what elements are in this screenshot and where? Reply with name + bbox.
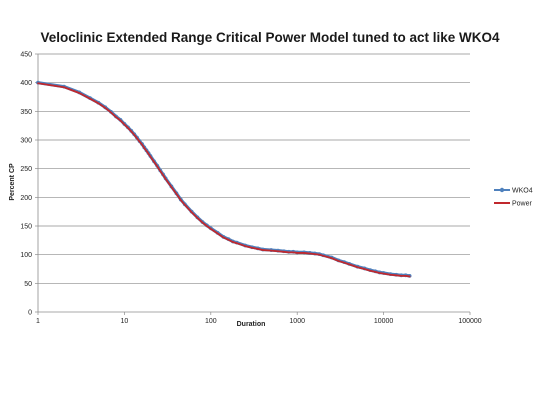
y-tick-label: 250 [20, 166, 32, 173]
series-line-power [37, 82, 411, 278]
y-tick-label: 400 [20, 80, 32, 87]
y-tick-label: 50 [24, 281, 32, 288]
y-tick-labels: 0 50 100 150 200 250 300 350 400 450 [20, 52, 32, 317]
y-tick-label: 200 [20, 195, 32, 202]
x-tick-label: 100 [205, 318, 217, 325]
y-tick-label: 100 [20, 252, 32, 259]
x-tick-label: 10000 [374, 318, 394, 325]
y-tick-label: 0 [28, 310, 32, 317]
y-tick-label: 150 [20, 224, 32, 231]
y-tick-label: 300 [20, 138, 32, 145]
axes [35, 53, 471, 315]
chart-title: Veloclinic Extended Range Critical Power… [40, 30, 500, 45]
x-tick-label: 10 [121, 318, 129, 325]
x-tick-labels: 1 10 100 1000 10000 100000 [36, 318, 482, 325]
y-tick-label: 450 [20, 52, 32, 59]
legend: WKO4 Power [494, 188, 533, 208]
x-tick-label: 1 [36, 318, 40, 325]
legend-label-power: Power [512, 201, 533, 208]
series-power [37, 82, 411, 278]
x-tick-label: 1000 [289, 318, 305, 325]
x-tick-label: 100000 [458, 318, 481, 325]
y-axis-title: Percent CP [9, 163, 16, 201]
legend-item-wko4: WKO4 [494, 188, 533, 195]
y-tick-label: 350 [20, 109, 32, 116]
x-axis-title: Duration [237, 321, 266, 328]
legend-label-wko4: WKO4 [512, 188, 533, 195]
legend-marker-wko4 [499, 187, 505, 193]
legend-item-power: Power [494, 201, 533, 208]
series-wko4 [36, 80, 412, 278]
series-layer [36, 80, 412, 278]
